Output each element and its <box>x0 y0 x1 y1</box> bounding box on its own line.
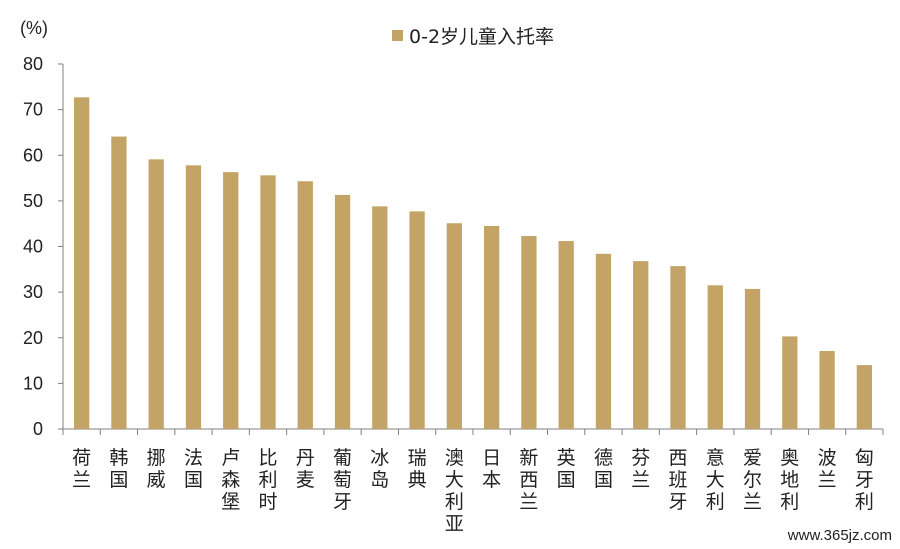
bar <box>483 225 500 429</box>
y-tick-label: 20 <box>23 328 43 348</box>
bars <box>73 97 873 430</box>
y-tick-label: 80 <box>23 54 43 74</box>
x-category-label: 德国 <box>594 447 613 491</box>
bar <box>334 194 351 429</box>
x-category-label: 芬兰 <box>631 447 650 491</box>
x-category-label: 挪威 <box>147 447 166 491</box>
x-category-label: 荷兰 <box>72 447 91 491</box>
x-category-label: 韩国 <box>109 447 128 491</box>
x-category-label: 匈牙利 <box>855 447 874 513</box>
x-category-label: 爱尔兰 <box>743 447 762 513</box>
bar <box>782 336 798 429</box>
bar <box>819 350 835 429</box>
bar <box>148 159 164 429</box>
x-category-label: 法国 <box>184 447 203 491</box>
x-category-label: 波兰 <box>818 447 837 491</box>
bar <box>372 206 388 429</box>
x-category-label: 瑞典 <box>408 447 427 491</box>
category-labels: 荷兰韩国挪威法国卢森堡比利时丹麦葡萄牙冰岛瑞典澳大利亚日本新西兰英国德国芬兰西班… <box>72 447 874 535</box>
bar <box>260 175 276 429</box>
x-category-label: 新西兰 <box>519 447 538 513</box>
y-tick-label: 40 <box>23 237 43 257</box>
legend-label: 0-2岁儿童入托率 <box>409 26 554 48</box>
bar <box>558 241 574 429</box>
x-category-label: 意大利 <box>706 447 725 513</box>
x-category-label: 澳大利亚 <box>445 447 464 535</box>
legend: 0-2岁儿童入托率 <box>392 26 554 48</box>
watermark: www.365jz.com <box>787 527 892 544</box>
bar <box>73 97 90 430</box>
bar <box>297 181 313 429</box>
bar <box>185 165 202 429</box>
bar <box>856 365 873 429</box>
bar <box>670 266 686 429</box>
y-tick-label: 0 <box>33 419 43 439</box>
bar <box>521 236 537 429</box>
x-category-label: 西班牙 <box>668 447 687 513</box>
y-axis-unit-label: (%) <box>20 18 48 38</box>
y-tick-label: 30 <box>23 282 43 302</box>
x-category-label: 葡萄牙 <box>333 447 352 513</box>
x-category-label: 比利时 <box>258 447 277 513</box>
y-tick-label: 70 <box>23 100 43 120</box>
y-tick-label: 50 <box>23 191 43 211</box>
y-tick-label: 60 <box>23 145 43 165</box>
bar <box>707 285 723 429</box>
x-category-label: 卢森堡 <box>221 447 240 513</box>
x-category-label: 英国 <box>557 447 576 491</box>
legend-swatch <box>392 30 403 41</box>
bar <box>633 261 649 429</box>
y-tick-label: 10 <box>23 373 43 393</box>
bar <box>446 223 463 429</box>
bar <box>744 288 761 429</box>
bar <box>409 211 425 429</box>
bar <box>223 172 239 429</box>
x-category-label: 冰岛 <box>370 447 389 491</box>
bar <box>111 136 127 429</box>
y-axis: 0 10 20 30 40 50 60 70 80 <box>23 54 64 439</box>
bar <box>595 253 612 429</box>
x-category-label: 丹麦 <box>296 447 315 491</box>
x-axis <box>62 428 884 435</box>
x-category-label: 日本 <box>482 447 501 491</box>
x-category-label: 奥地利 <box>780 447 799 513</box>
